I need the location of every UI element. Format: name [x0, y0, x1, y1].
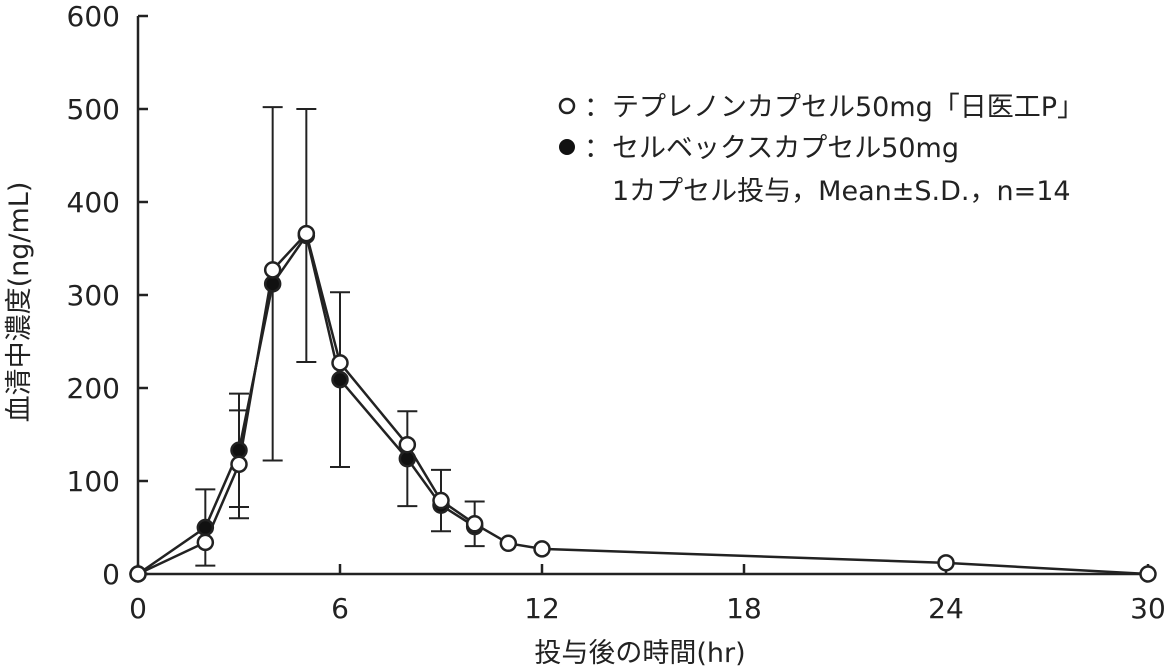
y-tick-label: 300: [67, 279, 120, 312]
series-line-1: [137, 231, 1149, 576]
open-point: [297, 224, 316, 243]
series-markers: [129, 224, 1157, 583]
x-tick-label: 6: [331, 592, 349, 625]
legend-series-1-name: テプレノンカプセル50mg「日医工P」: [612, 92, 1084, 123]
x-tick-label: 24: [928, 592, 964, 625]
x-tick-label: 30: [1130, 592, 1165, 625]
open-point: [263, 261, 282, 279]
x-tick-label: 12: [524, 592, 560, 625]
legend-filled-circle-marker: [559, 139, 575, 155]
legend: ： テプレノンカプセル50mg「日医工P」 ： セルベックスカプセル50mg 1…: [558, 92, 1084, 207]
y-tick-label: 100: [67, 465, 120, 498]
legend-separator-2: ：: [584, 133, 611, 164]
open-point: [465, 515, 484, 533]
y-tick-label: 600: [67, 0, 120, 33]
y-tick-label: 0: [102, 558, 120, 591]
x-axis-label: 投与後の時間(hr): [534, 638, 745, 669]
open-point: [398, 435, 417, 454]
axis-ticks: [136, 14, 1150, 576]
x-tick-label: 18: [726, 592, 762, 625]
open-point: [230, 455, 248, 474]
legend-separator-1: ：: [584, 92, 611, 123]
open-point: [1139, 565, 1157, 583]
open-point: [432, 491, 450, 510]
open-point: [196, 533, 215, 552]
open-point: [533, 540, 551, 558]
open-point: [499, 534, 518, 553]
x-tick-label: 0: [129, 592, 147, 625]
y-tick-label: 200: [67, 372, 120, 405]
filled-point: [196, 518, 215, 537]
y-tick-label: 400: [67, 186, 120, 219]
filled-point: [331, 370, 349, 389]
legend-open-circle-marker: [558, 97, 576, 115]
open-point: [937, 554, 955, 572]
open-point: [129, 565, 147, 583]
dosing-note: 1カプセル投与，Mean±S.D.，n=14: [612, 176, 1071, 207]
legend-series-2-name: セルベックスカプセル50mg: [612, 133, 959, 164]
y-axis-label: 血清中濃度(ng/mL): [4, 182, 35, 423]
series-lines: [137, 231, 1149, 576]
open-point: [331, 354, 349, 372]
y-tick-label: 500: [67, 93, 120, 126]
